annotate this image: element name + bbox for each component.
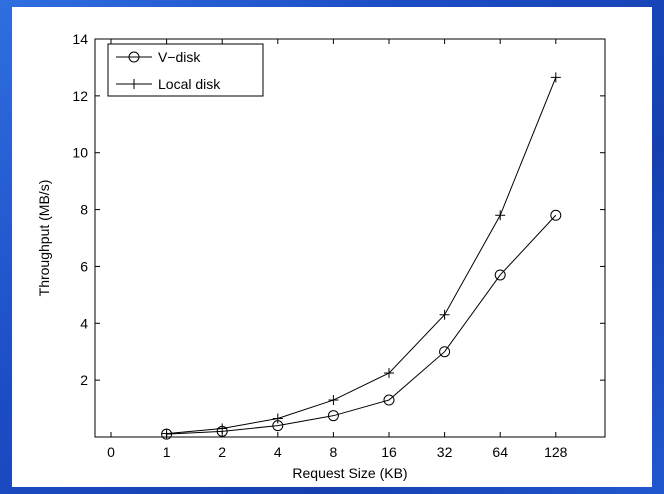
x-tick-label: 8 bbox=[330, 444, 338, 460]
y-tick-label: 4 bbox=[80, 315, 88, 331]
x-tick-label: 0 bbox=[107, 444, 115, 460]
y-tick-label: 12 bbox=[72, 88, 88, 104]
y-tick-label: 14 bbox=[72, 31, 88, 47]
x-tick-label: 1 bbox=[163, 444, 171, 460]
x-tick-label: 128 bbox=[544, 444, 568, 460]
x-tick-label: 32 bbox=[437, 444, 453, 460]
series-line-local-disk bbox=[166, 77, 557, 435]
y-axis-ticks: 2 4 6 8 10 12 14 bbox=[72, 31, 605, 388]
data-point-vdisk bbox=[550, 209, 562, 221]
legend-label-vdisk: V−disk bbox=[158, 49, 201, 65]
x-tick-label: 2 bbox=[218, 444, 226, 460]
series-layer bbox=[161, 72, 562, 440]
data-point-vdisk bbox=[383, 394, 395, 406]
x-axis-ticks: 0 1 2 4 8 16 32 64 128 bbox=[107, 39, 568, 460]
legend: V−disk Local disk bbox=[107, 43, 264, 97]
data-point-local-disk bbox=[217, 423, 228, 434]
data-point-vdisk bbox=[327, 410, 339, 422]
y-tick-label: 6 bbox=[80, 258, 88, 274]
series-line-vdisk bbox=[166, 214, 557, 435]
legend-label-local: Local disk bbox=[158, 76, 221, 92]
data-point-local-disk bbox=[550, 72, 561, 83]
data-point-local-disk bbox=[439, 309, 450, 320]
data-point-local-disk bbox=[272, 413, 283, 424]
figure-panel: 2 4 6 8 10 12 14 0 1 2 4 8 16 32 64 128 Request Size (… bbox=[12, 7, 652, 487]
data-point-local-disk bbox=[161, 428, 172, 439]
legend-marker-vdisk bbox=[128, 51, 140, 63]
x-axis-label: Request Size (KB) bbox=[292, 465, 407, 481]
x-tick-label: 64 bbox=[492, 444, 508, 460]
data-point-local-disk bbox=[384, 368, 394, 379]
data-point-vdisk bbox=[494, 269, 506, 281]
y-tick-label: 8 bbox=[80, 202, 88, 218]
x-tick-label: 4 bbox=[274, 444, 282, 460]
y-tick-label: 2 bbox=[80, 372, 88, 388]
y-tick-label: 10 bbox=[72, 145, 88, 161]
y-axis-label: Throughput (MB/s) bbox=[36, 180, 52, 297]
data-point-local-disk bbox=[495, 210, 506, 221]
data-point-local-disk bbox=[328, 395, 339, 406]
data-point-vdisk bbox=[439, 346, 451, 358]
legend-marker-local bbox=[129, 79, 139, 89]
plot-area bbox=[94, 38, 606, 438]
x-tick-label: 16 bbox=[381, 444, 397, 460]
